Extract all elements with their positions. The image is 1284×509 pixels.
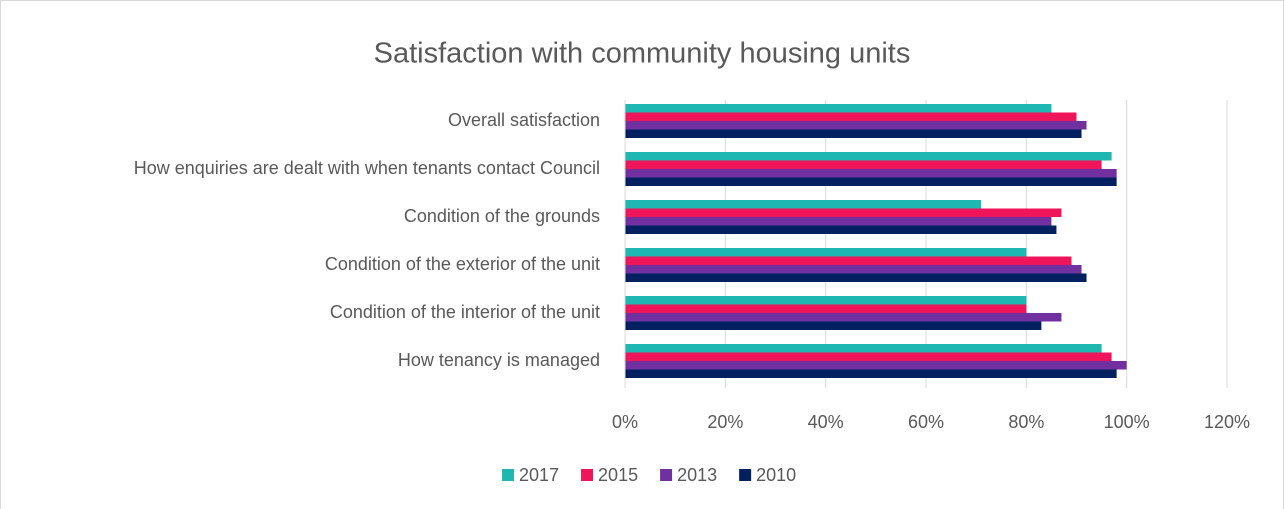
y-tick-label: How tenancy is managed	[398, 350, 600, 370]
x-tick-label: 40%	[808, 412, 844, 432]
bar	[625, 369, 1117, 378]
bar	[625, 248, 1027, 257]
bar	[625, 208, 1062, 217]
bar	[625, 296, 1027, 305]
y-tick-label: Overall satisfaction	[448, 110, 600, 130]
bar	[625, 304, 1027, 313]
x-tick-label: 20%	[707, 412, 743, 432]
x-tick-label: 120%	[1204, 412, 1250, 432]
bar	[625, 169, 1117, 178]
bar	[625, 313, 1062, 322]
bar	[625, 152, 1112, 161]
legend-swatch	[660, 469, 673, 481]
x-tick-label: 60%	[908, 412, 944, 432]
y-tick-label: How enquiries are dealt with when tenant…	[134, 158, 600, 178]
x-tick-label: 100%	[1104, 412, 1150, 432]
bar	[625, 265, 1082, 274]
y-tick-label: Condition of the exterior of the unit	[325, 254, 600, 274]
x-tick-label: 0%	[612, 412, 638, 432]
bar	[625, 129, 1082, 138]
legend-label: 2010	[756, 465, 796, 485]
legend-swatch	[502, 469, 514, 481]
bar	[625, 273, 1087, 282]
x-tick-label: 80%	[1008, 412, 1044, 432]
chart-title: Satisfaction with community housing unit…	[374, 38, 911, 70]
legend-label: 2013	[677, 465, 717, 485]
legend-swatch	[581, 469, 594, 481]
bar	[625, 104, 1052, 113]
bar	[625, 177, 1117, 186]
bar	[625, 217, 1052, 226]
y-tick-label: Condition of the grounds	[404, 206, 600, 226]
legend-label: 2017	[519, 465, 559, 485]
bar	[625, 352, 1112, 361]
bar	[625, 344, 1102, 353]
bar	[625, 256, 1072, 265]
bar	[625, 225, 1057, 234]
bar	[625, 112, 1077, 121]
y-tick-label: Condition of the interior of the unit	[330, 302, 600, 322]
legend-swatch	[739, 469, 752, 481]
bar	[625, 160, 1102, 169]
bar	[625, 200, 982, 209]
legend-label: 2015	[598, 465, 638, 485]
bar	[625, 361, 1127, 370]
bar	[625, 121, 1087, 130]
bar	[625, 321, 1042, 330]
